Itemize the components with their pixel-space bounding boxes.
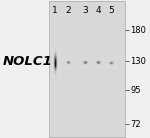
Text: 2: 2 [66, 6, 71, 15]
Text: 5: 5 [108, 6, 114, 15]
Text: 1: 1 [52, 6, 58, 15]
Text: 3: 3 [82, 6, 88, 15]
Text: 95: 95 [130, 86, 141, 95]
Text: 72: 72 [130, 120, 141, 129]
Text: 180: 180 [130, 26, 146, 35]
Text: NOLC1: NOLC1 [3, 55, 53, 68]
Text: 130: 130 [130, 57, 146, 66]
FancyBboxPatch shape [49, 1, 125, 137]
Text: 4: 4 [95, 6, 101, 15]
